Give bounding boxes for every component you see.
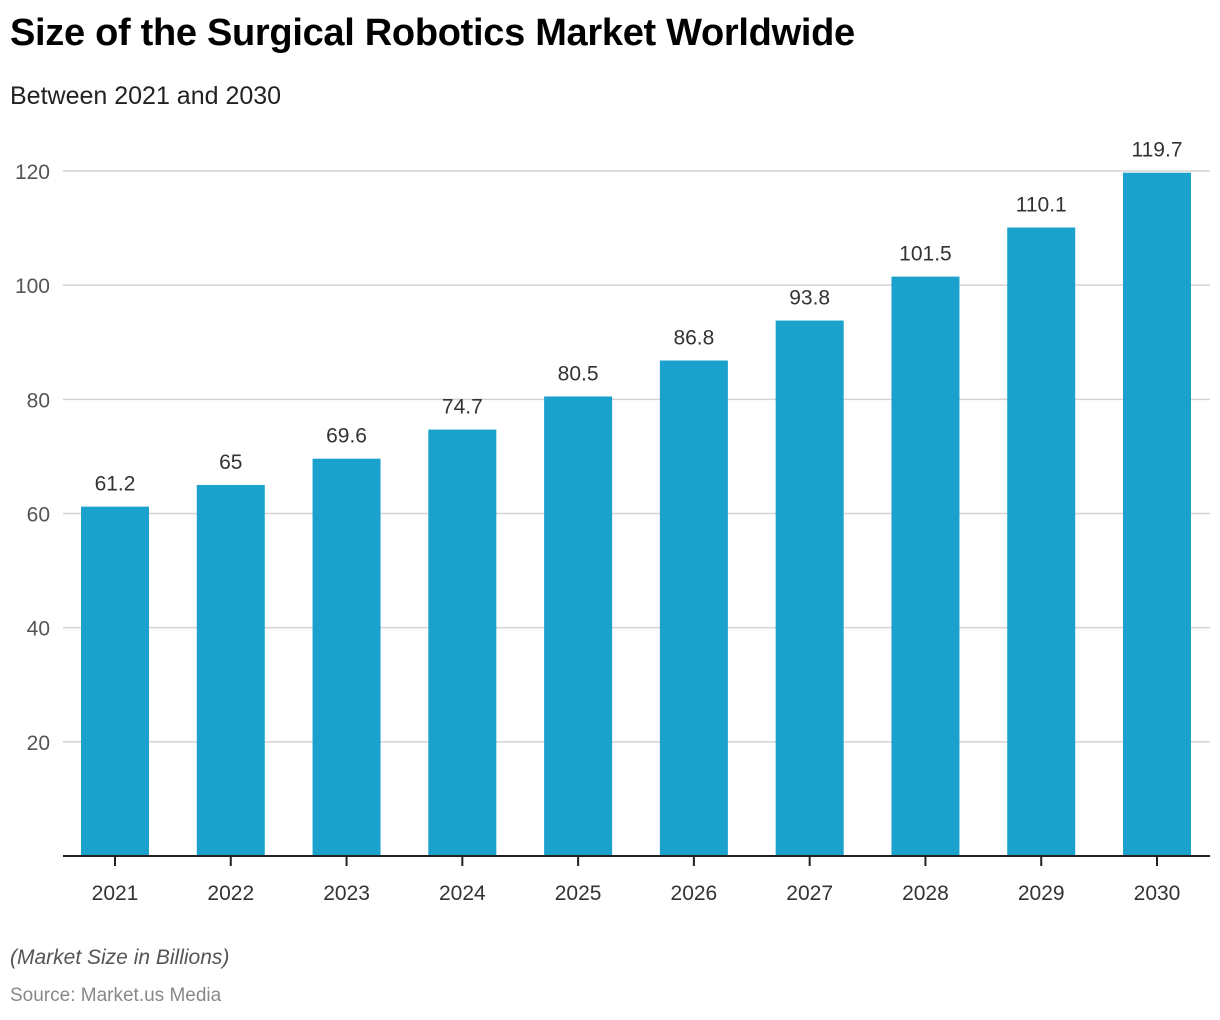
y-tick-label: 40 (27, 618, 50, 641)
y-tick-label: 80 (27, 389, 50, 412)
data-labels: 61.2 65 69.6 74.7 80.5 86.8 93.8 101.5 110.1 119.… (95, 139, 1183, 496)
source-note: Source: Market.us Media (10, 985, 222, 1006)
x-tick-label: 2029 (1018, 882, 1065, 905)
bar-2026 (659, 360, 728, 856)
bar-2027 (775, 320, 844, 856)
y-tick-label: 100 (15, 275, 50, 298)
y-tick-label: 60 (27, 504, 50, 527)
data-label: 61.2 (95, 473, 136, 496)
data-label: 93.8 (789, 287, 830, 310)
bar-2022 (196, 484, 265, 856)
bar-2023 (312, 458, 381, 856)
bar-2025 (544, 396, 613, 856)
data-label: 65 (219, 451, 242, 474)
bars (81, 172, 1191, 857)
y-tick-label: 20 (27, 732, 50, 755)
x-tick-label: 2028 (902, 882, 949, 905)
x-tick-label: 2023 (323, 882, 370, 905)
chart-subtitle: Between 2021 and 2030 (10, 82, 282, 110)
bar-2030 (1123, 172, 1191, 856)
data-label: 101.5 (899, 243, 952, 266)
units-note: (Market Size in Billions) (10, 946, 230, 969)
x-tick-label: 2026 (671, 882, 718, 905)
x-tick-label: 2030 (1134, 882, 1181, 905)
bar-2029 (1007, 227, 1076, 856)
data-label: 80.5 (558, 362, 599, 385)
x-axis-ticks: 2021 2022 2023 2024 2025 2026 2027 2028 2029 2030 (92, 856, 1181, 905)
y-axis-ticks: 20 40 60 80 100 120 (15, 161, 50, 755)
x-tick-label: 2025 (555, 882, 602, 905)
x-tick-label: 2027 (786, 882, 833, 905)
data-label: 119.7 (1132, 139, 1183, 162)
chart-title: Size of the Surgical Robotics Market Wor… (10, 12, 855, 54)
data-label: 74.7 (442, 396, 483, 419)
x-tick-label: 2022 (207, 882, 254, 905)
bar-2021 (81, 506, 149, 856)
bar-2024 (428, 429, 497, 856)
data-label: 86.8 (673, 327, 714, 350)
y-tick-label: 120 (15, 161, 50, 184)
x-tick-label: 2021 (92, 882, 139, 905)
x-tick-label: 2024 (439, 882, 486, 905)
bar-2028 (891, 276, 960, 857)
data-label: 110.1 (1016, 194, 1067, 217)
data-label: 69.6 (326, 425, 367, 448)
